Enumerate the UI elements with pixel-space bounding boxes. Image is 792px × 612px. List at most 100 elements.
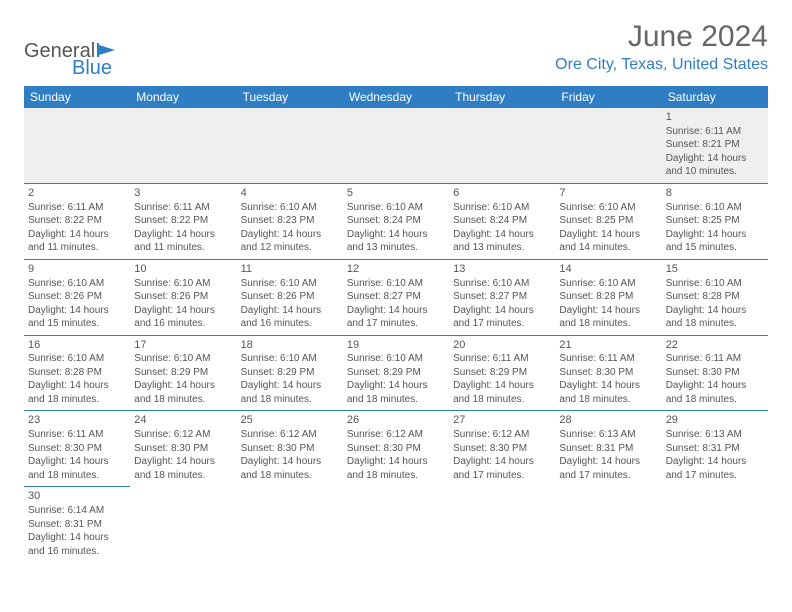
day-number: 30 (28, 489, 126, 504)
calendar-day-cell: 15Sunrise: 6:10 AMSunset: 8:28 PMDayligh… (662, 259, 768, 335)
day-detail-line: Daylight: 14 hours (241, 228, 339, 242)
day-detail-line: and 18 minutes. (453, 393, 551, 407)
day-detail-line: Sunrise: 6:10 AM (347, 352, 445, 366)
day-detail-line: Daylight: 14 hours (666, 152, 764, 166)
day-detail-line: Sunrise: 6:12 AM (347, 428, 445, 442)
day-detail-line: Sunset: 8:29 PM (453, 366, 551, 380)
day-number: 2 (28, 186, 126, 201)
calendar-week-row: 2 Sunrise: 6:11 AMSunset: 8:22 PM Daylight… (24, 183, 768, 259)
day-detail-line: Sunrise: 6:10 AM (453, 277, 551, 291)
day-number: 24 (134, 413, 232, 428)
day-detail-line: Sunrise: 6:10 AM (347, 277, 445, 291)
day-detail-line: Daylight: 14 hours (666, 379, 764, 393)
day-detail-line: Daylight: 14 hours (559, 455, 657, 469)
weekday-header: Sunday (24, 86, 130, 108)
day-number: 11 (241, 262, 339, 277)
calendar-day-cell: 2Sunrise: 6:11 AMSunset: 8:22 PMDaylight… (24, 183, 130, 259)
day-detail-line: Daylight: 14 hours (347, 379, 445, 393)
day-detail-line: Daylight: 14 hours (28, 455, 126, 469)
day-detail-line: Sunrise: 6:10 AM (134, 277, 232, 291)
calendar-day-cell (555, 487, 661, 562)
day-number: 7 (559, 186, 657, 201)
day-detail-line: Sunset: 8:27 PM (453, 290, 551, 304)
calendar-day-cell: 13Sunrise: 6:10 AMSunset: 8:27 PMDayligh… (449, 259, 555, 335)
calendar-day-cell: 27Sunrise: 6:12 AMSunset: 8:30 PMDayligh… (449, 411, 555, 487)
day-detail-line: and 10 minutes. (666, 165, 764, 179)
day-detail-line: and 18 minutes. (666, 317, 764, 331)
calendar-day-cell: 4Sunrise: 6:10 AMSunset: 8:23 PMDaylight… (237, 183, 343, 259)
day-detail-line: Daylight: 14 hours (134, 455, 232, 469)
day-detail-line: Daylight: 14 hours (453, 228, 551, 242)
day-detail-line: and 11 minutes. (134, 241, 232, 255)
calendar-day-cell: 18Sunrise: 6:10 AMSunset: 8:29 PMDayligh… (237, 335, 343, 411)
calendar-day-cell: 19Sunrise: 6:10 AMSunset: 8:29 PMDayligh… (343, 335, 449, 411)
calendar-day-cell: 7Sunrise: 6:10 AMSunset: 8:25 PMDaylight… (555, 183, 661, 259)
day-detail-line: Daylight: 14 hours (453, 379, 551, 393)
day-detail-line: Daylight: 14 hours (666, 228, 764, 242)
day-number: 5 (347, 186, 445, 201)
day-detail-line: Sunrise: 6:13 AM (666, 428, 764, 442)
calendar-day-cell: 26Sunrise: 6:12 AMSunset: 8:30 PMDayligh… (343, 411, 449, 487)
calendar-day-cell: 29Sunrise: 6:13 AMSunset: 8:31 PMDayligh… (662, 411, 768, 487)
day-detail-line: Daylight: 14 hours (241, 304, 339, 318)
day-detail-line: Sunrise: 6:12 AM (453, 428, 551, 442)
day-detail-line: Sunrise: 6:13 AM (559, 428, 657, 442)
day-detail-line: Sunset: 8:29 PM (134, 366, 232, 380)
day-number: 12 (347, 262, 445, 277)
day-detail-line: and 18 minutes. (241, 469, 339, 483)
day-number: 8 (666, 186, 764, 201)
calendar-day-cell: 25Sunrise: 6:12 AMSunset: 8:30 PMDayligh… (237, 411, 343, 487)
day-detail-line: Sunrise: 6:11 AM (134, 201, 232, 215)
calendar-day-cell: 12Sunrise: 6:10 AMSunset: 8:27 PMDayligh… (343, 259, 449, 335)
day-detail-line: Sunrise: 6:10 AM (241, 277, 339, 291)
day-detail-line: and 18 minutes. (559, 317, 657, 331)
day-detail-line: Sunset: 8:24 PM (347, 214, 445, 228)
calendar-day-cell: 10Sunrise: 6:10 AMSunset: 8:26 PMDayligh… (130, 259, 236, 335)
day-detail-line: Sunrise: 6:10 AM (666, 277, 764, 291)
calendar-day-cell (130, 108, 236, 183)
calendar-day-cell: 17Sunrise: 6:10 AMSunset: 8:29 PMDayligh… (130, 335, 236, 411)
day-detail-line: Sunset: 8:26 PM (28, 290, 126, 304)
day-number: 22 (666, 338, 764, 353)
calendar-day-cell (237, 487, 343, 562)
day-detail-line: Sunrise: 6:10 AM (666, 201, 764, 215)
day-detail-line: Sunrise: 6:12 AM (134, 428, 232, 442)
calendar-day-cell (343, 487, 449, 562)
day-number: 3 (134, 186, 232, 201)
day-detail-line: Sunset: 8:22 PM (134, 214, 232, 228)
day-detail-line: Sunset: 8:26 PM (134, 290, 232, 304)
calendar-day-cell (662, 487, 768, 562)
day-detail-line: Sunset: 8:28 PM (666, 290, 764, 304)
day-number: 13 (453, 262, 551, 277)
weekday-header: Wednesday (343, 86, 449, 108)
calendar-day-cell: 16Sunrise: 6:10 AMSunset: 8:28 PMDayligh… (24, 335, 130, 411)
day-number: 10 (134, 262, 232, 277)
day-number: 19 (347, 338, 445, 353)
day-detail-line: and 14 minutes. (559, 241, 657, 255)
calendar-day-cell (555, 108, 661, 183)
day-detail-line: Daylight: 14 hours (666, 455, 764, 469)
day-detail-line: Daylight: 14 hours (28, 379, 126, 393)
weekday-header: Friday (555, 86, 661, 108)
day-detail-line: and 18 minutes. (347, 469, 445, 483)
calendar-day-cell: 22Sunrise: 6:11 AMSunset: 8:30 PMDayligh… (662, 335, 768, 411)
weekday-header-row: Sunday Monday Tuesday Wednesday Thursday… (24, 86, 768, 108)
day-detail-line: Sunset: 8:31 PM (28, 518, 126, 532)
day-detail-line: Sunrise: 6:10 AM (559, 277, 657, 291)
calendar-day-cell (24, 108, 130, 183)
day-number: 6 (453, 186, 551, 201)
day-detail-line: and 13 minutes. (347, 241, 445, 255)
day-detail-line: Daylight: 14 hours (28, 531, 126, 545)
calendar-day-cell: 9Sunrise: 6:10 AMSunset: 8:26 PMDaylight… (24, 259, 130, 335)
day-detail-line: Daylight: 14 hours (666, 304, 764, 318)
day-detail-line: Sunset: 8:30 PM (666, 366, 764, 380)
day-detail-line: and 18 minutes. (134, 469, 232, 483)
day-detail-line: and 15 minutes. (28, 317, 126, 331)
day-detail-line: and 18 minutes. (347, 393, 445, 407)
day-detail-line: Daylight: 14 hours (347, 304, 445, 318)
day-detail-line: Daylight: 14 hours (28, 304, 126, 318)
day-detail-line: Sunrise: 6:10 AM (134, 352, 232, 366)
day-detail-line: and 12 minutes. (241, 241, 339, 255)
calendar-day-cell: 30Sunrise: 6:14 AMSunset: 8:31 PMDayligh… (24, 487, 130, 562)
calendar-week-row: 23Sunrise: 6:11 AMSunset: 8:30 PMDayligh… (24, 411, 768, 487)
